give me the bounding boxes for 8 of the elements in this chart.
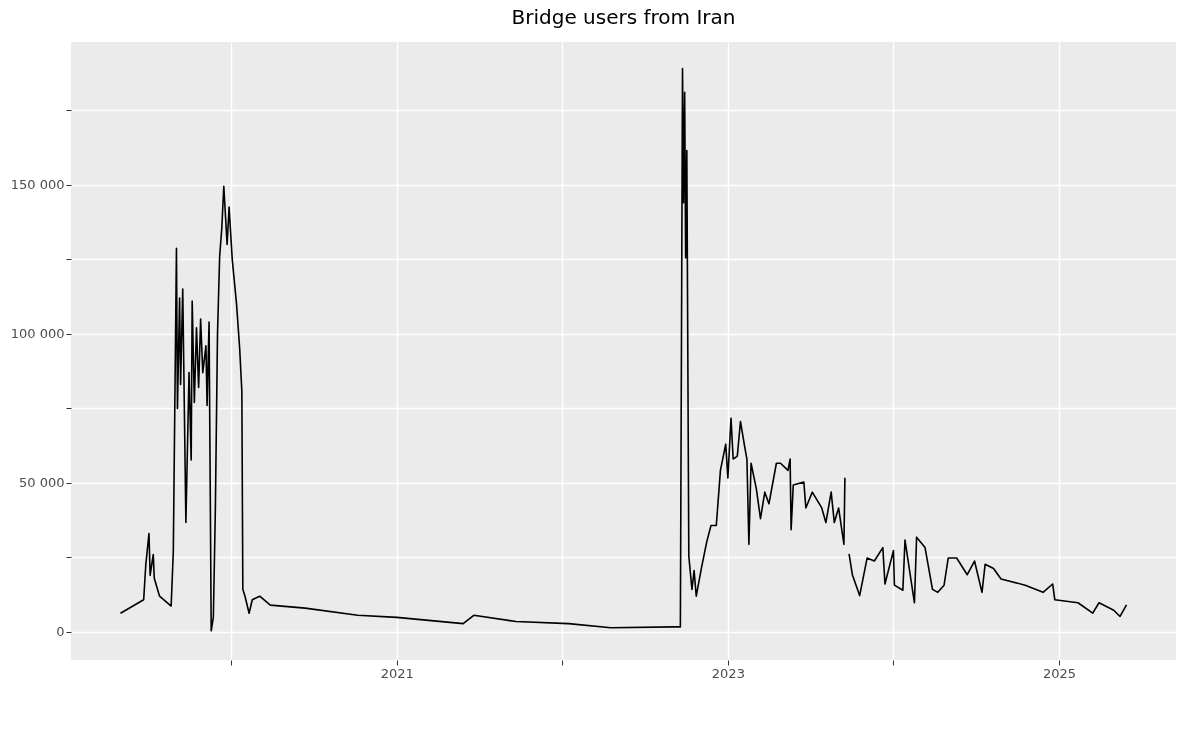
x-tick-label: 2021 bbox=[380, 665, 414, 681]
y-tick-label: 150 000 bbox=[10, 177, 65, 193]
y-tick-label: 0 bbox=[56, 624, 65, 640]
x-tick-label: 2023 bbox=[711, 665, 745, 681]
chart-title: Bridge users from Iran bbox=[511, 5, 736, 29]
x-tick-label: 2025 bbox=[1042, 665, 1077, 681]
y-tick-label: 50 000 bbox=[19, 475, 65, 491]
y-tick-label: 100 000 bbox=[10, 326, 65, 342]
